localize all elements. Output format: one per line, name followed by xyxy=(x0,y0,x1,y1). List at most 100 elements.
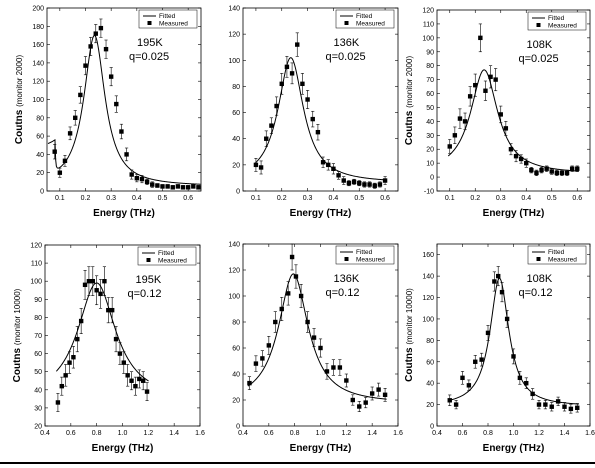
data-point xyxy=(279,81,284,87)
x-tick-label: 1.2 xyxy=(341,430,351,437)
data-point xyxy=(78,318,84,324)
data-point xyxy=(129,172,134,177)
y-axis-label: Coutns (monitor 2000) xyxy=(14,55,25,145)
data-point xyxy=(137,376,142,382)
fitted-curve xyxy=(247,273,387,400)
y-tick-label: 80 xyxy=(426,63,434,70)
data-point xyxy=(75,336,80,342)
data-point xyxy=(253,162,259,168)
data-point xyxy=(86,279,92,284)
y-axis-label: Coutns (monitor 10000) xyxy=(404,288,415,382)
data-point xyxy=(52,149,57,154)
data-point xyxy=(274,103,279,109)
data-point xyxy=(336,173,341,178)
data-point xyxy=(518,156,524,162)
data-point xyxy=(467,94,473,99)
y-axis-label-main: Coutns xyxy=(404,345,415,382)
data-point xyxy=(367,182,372,187)
data-point xyxy=(144,389,150,394)
y-tick-label: 120 xyxy=(228,268,240,275)
data-point xyxy=(258,165,264,170)
x-tick-label: 1.4 xyxy=(367,430,377,437)
x-tick-label: 1.4 xyxy=(169,430,179,437)
x-tick-label: 0.1 xyxy=(55,195,65,202)
q-label: q=0.12 xyxy=(128,288,162,300)
data-point xyxy=(513,153,519,159)
data-point xyxy=(93,31,98,36)
data-point xyxy=(466,383,472,388)
data-point xyxy=(125,373,130,378)
data-point xyxy=(311,335,317,340)
y-tick-label: 160 xyxy=(422,252,434,259)
panel-top-left: 0.1 0.2 0.3 0.4 0.5 0.6 0 20 40 60 80 100 120 140 160 1… xyxy=(14,6,202,219)
data-point xyxy=(73,115,78,120)
data-point xyxy=(575,166,580,171)
data-point xyxy=(478,35,483,41)
y-tick-label: 100 xyxy=(32,97,44,104)
data-point xyxy=(114,101,119,107)
data-point xyxy=(98,291,103,297)
x-tick-label: 0.6 xyxy=(66,430,76,437)
data-point xyxy=(453,402,459,407)
data-point xyxy=(139,176,145,182)
x-axis-label: Energy (THz) xyxy=(483,443,545,454)
legend-marker-swatch xyxy=(344,257,349,261)
data-point xyxy=(534,170,539,176)
legend-box xyxy=(137,246,197,266)
y-tick-label: 100 xyxy=(228,294,240,301)
data-point xyxy=(247,380,252,386)
data-point xyxy=(382,178,388,183)
x-tick-label: 0.4 xyxy=(238,430,248,437)
y-tick-label: 0 xyxy=(236,424,240,431)
y-axis-label: Coutns (monitor 2000) xyxy=(404,56,415,146)
y-tick-label: 60 xyxy=(232,110,240,117)
y-tick-label: 200 xyxy=(32,6,44,13)
data-point xyxy=(344,378,349,383)
data-point xyxy=(473,82,478,88)
data-point xyxy=(121,360,126,365)
y-tick-label: 100 xyxy=(30,279,42,286)
y-tick-label: 50 xyxy=(34,369,42,376)
data-point xyxy=(350,397,355,403)
data-point xyxy=(562,404,567,409)
data-point xyxy=(447,398,452,403)
data-point xyxy=(539,167,544,173)
y-tick-label: 120 xyxy=(30,243,42,250)
data-point xyxy=(357,404,362,409)
legend-box xyxy=(138,9,198,29)
data-point xyxy=(109,307,115,313)
y-tick-label: 20 xyxy=(426,147,434,154)
data-point xyxy=(266,343,272,348)
y-tick-label: 60 xyxy=(426,91,434,98)
y-tick-label: 60 xyxy=(426,359,434,366)
x-tick-label: 0.4 xyxy=(521,195,531,202)
data-point xyxy=(351,179,357,185)
y-tick-label: 120 xyxy=(422,8,434,15)
y-tick-label: 60 xyxy=(232,346,240,353)
y-tick-label: 140 xyxy=(228,242,240,249)
y-tick-label: 40 xyxy=(36,152,44,159)
data-point xyxy=(124,152,129,157)
y-tick-label: 20 xyxy=(232,398,240,405)
data-point xyxy=(496,273,501,279)
x-axis-label: Energy (THz) xyxy=(92,443,154,454)
y-tick-label: 80 xyxy=(34,315,42,322)
data-point xyxy=(253,361,259,366)
x-tick-label: 0.6 xyxy=(380,195,390,202)
x-tick-label: 0.6 xyxy=(572,195,582,202)
data-point xyxy=(67,131,73,136)
y-tick-label: 60 xyxy=(34,351,42,358)
legend-marker-swatch xyxy=(536,23,541,27)
y-tick-label: 70 xyxy=(426,77,434,84)
data-point xyxy=(452,133,458,138)
data-point xyxy=(98,25,104,31)
y-tick-label: 120 xyxy=(422,295,434,302)
data-point xyxy=(372,183,377,188)
data-point xyxy=(460,375,465,381)
plot-frame xyxy=(44,244,201,427)
data-point xyxy=(298,293,304,299)
data-point xyxy=(575,405,580,410)
data-point xyxy=(536,402,542,407)
data-point xyxy=(67,360,72,365)
data-point xyxy=(530,391,535,397)
